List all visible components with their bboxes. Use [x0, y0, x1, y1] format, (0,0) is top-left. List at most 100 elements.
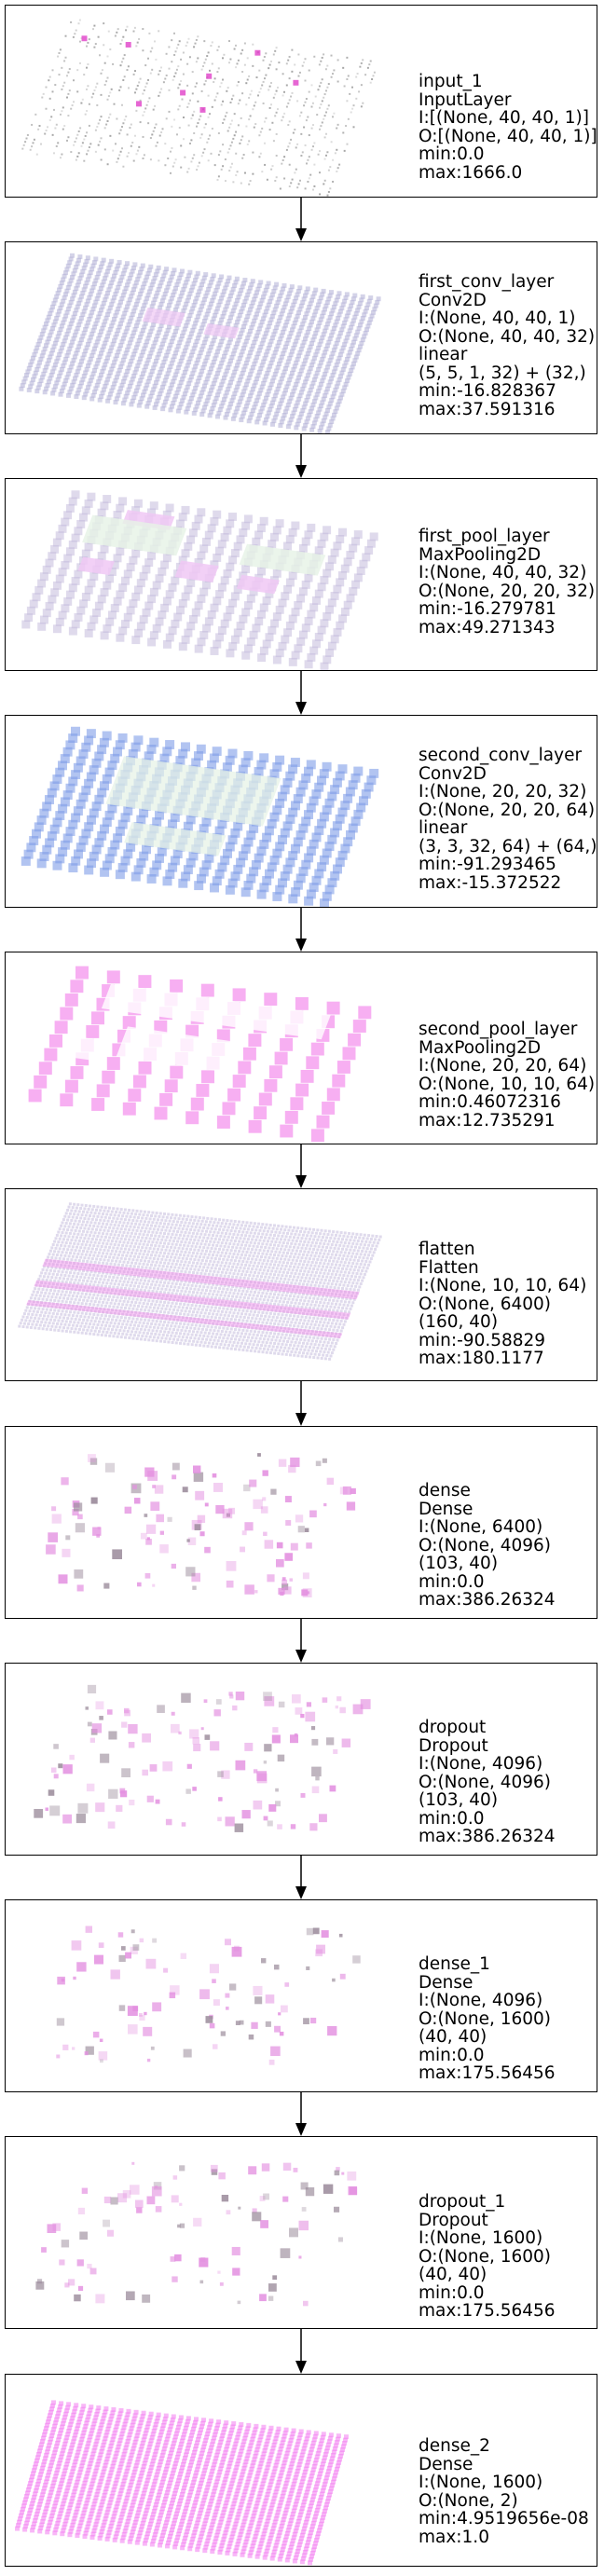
layer-detail: O:[(None, 40, 40, 1)] — [419, 126, 597, 146]
layer-type: Dropout — [419, 1735, 488, 1756]
layer-type: Dense — [419, 1972, 474, 1993]
layer-type: MaxPooling2D — [419, 1037, 542, 1058]
pool1-light — [82, 514, 326, 576]
layer-detail: I:(None, 4096) — [419, 1991, 543, 2010]
layer-activation-visual — [6, 716, 406, 907]
flatten-bands — [26, 1258, 360, 1338]
flow-arrow — [295, 1856, 307, 1899]
input-hot-cells — [81, 35, 299, 113]
flow-arrow — [295, 2092, 307, 2136]
activation-plot — [21, 19, 376, 197]
layer-detail: (3, 3, 32, 64) + (64,) — [419, 836, 597, 856]
layer-detail: I:(None, 4096) — [419, 1754, 543, 1774]
layer-box: first_pool_layer MaxPooling2D I:(None, 40,… — [5, 478, 597, 671]
layer-box: second_conv_layer Conv2D I:(None, 20, 20, … — [5, 715, 597, 908]
layer-info: dense Dense I:(None, 6400) O:(None, 4096) (1… — [419, 1482, 556, 1610]
layer-info: first_pool_layer MaxPooling2D I:(None, 40,… — [419, 528, 595, 637]
layer-info: dropout Dropout I:(None, 4096) O:(None, 409… — [419, 1719, 556, 1846]
layer-detail: (160, 40) — [419, 1312, 499, 1332]
layer-type: Dropout — [419, 2210, 488, 2230]
layer-detail: max:1666.0 — [419, 162, 523, 183]
layer-detail: O:(None, 4096) — [419, 1772, 552, 1792]
layer-box: dense Dense I:(None, 6400) O:(None, 4096) (1… — [5, 1426, 597, 1619]
layer-detail: min:-16.279781 — [419, 599, 556, 619]
layer-detail: (103, 40) — [419, 1790, 499, 1810]
input-sparse-cells — [21, 19, 376, 197]
layer-detail: O:(None, 2) — [419, 2490, 518, 2511]
flow-arrow — [295, 1381, 307, 1426]
layer-detail: min:-91.293465 — [419, 855, 556, 874]
activation-plot — [21, 726, 379, 907]
layer-name: first_conv_layer — [419, 272, 555, 292]
layer-activation-visual — [6, 2375, 406, 2566]
activation-plot — [28, 966, 372, 1143]
layer-info: dropout_1 Dropout I:(None, 1600) O:(None, 1… — [419, 2193, 556, 2321]
flow-arrow — [295, 2329, 307, 2374]
activation-plot — [35, 2161, 358, 2307]
layer-activation-visual — [6, 952, 406, 1144]
layer-name: dense_2 — [419, 2436, 490, 2456]
flatten-cells — [18, 1202, 382, 1361]
pool2-light — [66, 983, 331, 1073]
layer-detail: I:(None, 40, 40, 32) — [419, 563, 587, 582]
layer-detail: O:(None, 40, 40, 32) — [419, 326, 596, 347]
layer-name: dense — [419, 1481, 471, 1500]
layer-box: dense_2 Dense I:(None, 1600) O:(None, 2) min… — [5, 2374, 597, 2567]
layer-detail: min:0.0 — [419, 1571, 485, 1592]
layer-detail: O:(None, 1600) — [419, 2246, 552, 2267]
layer-detail: min:-16.828367 — [419, 381, 556, 401]
layer-name: flatten — [419, 1240, 475, 1259]
layer-detail: max:37.591316 — [419, 399, 556, 419]
layer-detail: min:0.0 — [419, 144, 485, 164]
layer-detail: max:12.735291 — [419, 1110, 556, 1130]
layer-activation-visual — [6, 242, 406, 433]
conv1-cells — [19, 253, 381, 433]
layer-detail: I:(None, 10, 10, 64) — [419, 1276, 587, 1295]
dense-activations — [46, 1453, 356, 1598]
layer-name: second_conv_layer — [419, 746, 583, 765]
dropout-activations — [34, 1684, 371, 1832]
layer-detail: max:175.56456 — [419, 2063, 556, 2083]
layer-detail: min:4.9519656e-08 — [419, 2509, 589, 2528]
layer-type: MaxPooling2D — [419, 544, 542, 565]
layer-detail: O:(None, 1600) — [419, 2008, 552, 2029]
layer-detail: (5, 5, 1, 32) + (32,) — [419, 363, 586, 383]
layer-info: second_conv_layer Conv2D I:(None, 20, 20, … — [419, 747, 597, 892]
flow-arrow — [295, 434, 307, 478]
layer-box: dropout_1 Dropout I:(None, 1600) O:(None, 1… — [5, 2136, 597, 2329]
activation-plot — [56, 1925, 361, 2065]
layer-detail: O:(None, 20, 20, 32) — [419, 581, 596, 601]
flow-arrow — [295, 908, 307, 952]
layer-detail: linear — [419, 818, 468, 838]
flow-arrow — [295, 671, 307, 715]
layer-detail: (40, 40) — [419, 2265, 487, 2284]
layer-detail: I:(None, 40, 40, 1) — [419, 308, 576, 328]
layer-type: Conv2D — [419, 290, 487, 310]
layer-type: Dense — [419, 2454, 474, 2474]
layer-type: Conv2D — [419, 763, 487, 784]
layer-detail: I:(None, 6400) — [419, 1517, 543, 1537]
activation-plot — [19, 253, 381, 433]
dropout1-activations — [35, 2161, 358, 2307]
layer-detail: max:175.56456 — [419, 2301, 556, 2321]
layer-detail: max:-15.372522 — [419, 872, 562, 893]
layer-detail: (40, 40) — [419, 2027, 487, 2047]
layer-name: first_pool_layer — [419, 527, 550, 546]
layer-detail: (103, 40) — [419, 1554, 499, 1573]
layer-detail: min:0.46072316 — [419, 1092, 561, 1112]
layer-detail: I:[(None, 40, 40, 1)] — [419, 108, 589, 128]
activation-plot — [34, 1684, 371, 1832]
layer-activation-visual — [6, 2137, 406, 2328]
layer-detail: O:(None, 6400) — [419, 1294, 552, 1314]
layer-box: first_conv_layer Conv2D I:(None, 40, 40, 1… — [5, 241, 597, 434]
layer-type: InputLayer — [419, 89, 512, 110]
layer-type: Flatten — [419, 1257, 479, 1278]
layer-detail: I:(None, 20, 20, 64) — [419, 1056, 587, 1076]
layer-detail: max:49.271343 — [419, 617, 556, 637]
layer-detail: max:386.26324 — [419, 1827, 556, 1846]
layer-box: dropout Dropout I:(None, 4096) O:(None, 409… — [5, 1663, 597, 1856]
layer-detail: max:386.26324 — [419, 1590, 556, 1610]
layer-detail: max:180.1177 — [419, 1349, 544, 1368]
layer-activation-visual — [6, 1664, 406, 1855]
layer-detail: min:0.0 — [419, 2045, 485, 2065]
